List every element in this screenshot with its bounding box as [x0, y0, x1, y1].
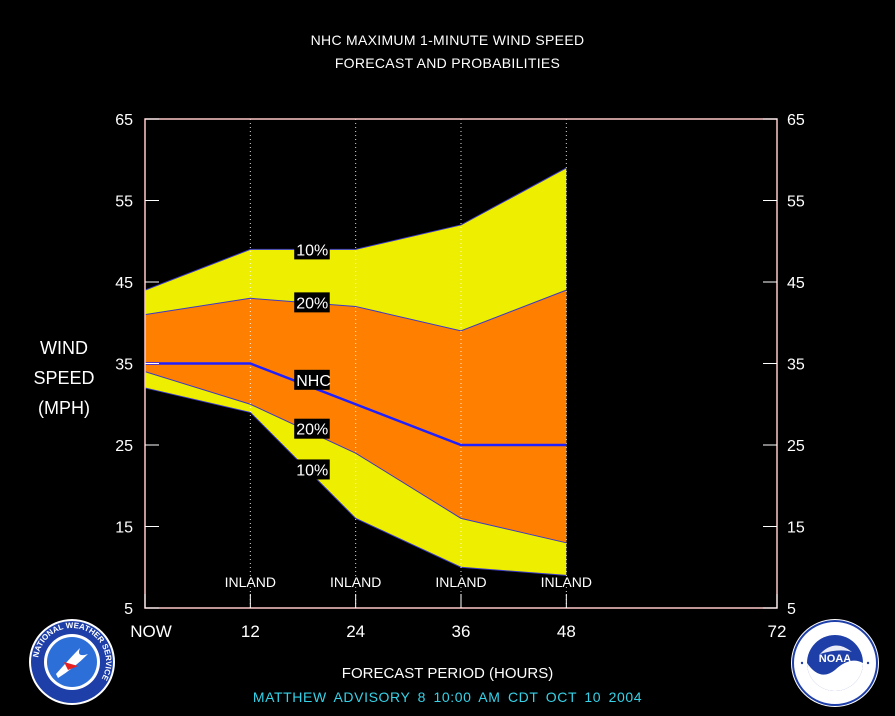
series-label-box-3 [294, 418, 330, 439]
chart-title-line2: FORECAST AND PROBABILITIES [334, 55, 561, 71]
series-label-box-1 [294, 292, 330, 313]
x-tick-label-48: 48 [557, 622, 576, 641]
series-label-1: 20% [296, 295, 328, 312]
series-label-box-4 [294, 459, 330, 480]
y-tick-label-right-65: 65 [787, 112, 805, 129]
x-tick-label-0: NOW [130, 622, 172, 641]
boundary-10-upper [144, 167, 567, 291]
noaa-logo-icon: NOAA [791, 619, 879, 707]
boundary-20-lower [144, 371, 567, 544]
y-axis-label-line2: SPEED [33, 368, 95, 388]
boundary-20-upper [144, 289, 567, 332]
annotation-inland-2: INLAND [435, 574, 486, 590]
boundary-10-lower [144, 387, 567, 576]
series-label-4: 10% [296, 462, 328, 479]
nws-logo-icon: NATIONAL WEATHER SERVICE [29, 619, 115, 705]
annotation-inland-3: INLAND [541, 574, 592, 590]
annotation-inland-0: INLAND [225, 574, 276, 590]
x-tick-label-36: 36 [452, 622, 471, 641]
series-label-0: 10% [296, 242, 328, 259]
noaa-logo-text: NOAA [819, 653, 851, 665]
y-tick-label-left-25: 25 [115, 438, 133, 455]
y-tick-label-right-15: 15 [787, 520, 805, 537]
x-tick-label-72: 72 [768, 622, 787, 641]
x-axis-label: FORECAST PERIOD (HOURS) [341, 665, 554, 682]
y-tick-label-right-45: 45 [787, 275, 805, 292]
annotation-inland-1: INLAND [330, 574, 381, 590]
nhc-forecast-line [145, 362, 567, 447]
y-tick-label-left-55: 55 [115, 194, 133, 211]
y-tick-label-right-5: 5 [787, 601, 796, 618]
y-tick-label-right-35: 35 [787, 357, 805, 374]
y-axis-label-line3: (MPH) [38, 398, 90, 418]
x-tick-label-24: 24 [346, 622, 365, 641]
chart-title-line1: NHC MAXIMUM 1-MINUTE WIND SPEED [310, 32, 585, 48]
y-tick-label-left-35: 35 [115, 357, 133, 374]
series-label-3: 20% [296, 422, 328, 439]
y-tick-label-left-5: 5 [124, 601, 133, 618]
y-tick-label-right-55: 55 [787, 194, 805, 211]
y-tick-label-left-45: 45 [115, 275, 133, 292]
y-tick-label-left-65: 65 [115, 112, 133, 129]
x-tick-label-12: 12 [241, 622, 260, 641]
series-label-box-2 [294, 369, 330, 390]
y-axis-label-line1: WIND [40, 338, 88, 358]
y-tick-label-right-25: 25 [787, 438, 805, 455]
advisory-text: MATTHEW ADVISORY 8 10:00 AM CDT OCT 10 2… [252, 689, 643, 705]
series-label-2: NHC [296, 373, 331, 390]
y-tick-label-left-15: 15 [115, 520, 133, 537]
series-label-box-0 [294, 239, 330, 260]
